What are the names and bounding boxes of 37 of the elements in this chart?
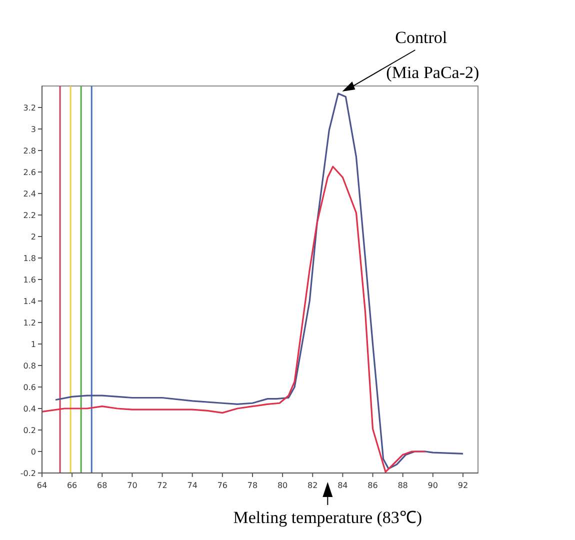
y-tick-label: 1.4 bbox=[23, 297, 36, 306]
line-series bbox=[41, 166, 426, 473]
x-tick-label: 82 bbox=[308, 481, 318, 490]
y-tick-label: 1.8 bbox=[23, 254, 36, 263]
annotation: Melting temperature (83℃) bbox=[233, 508, 422, 527]
line-series bbox=[54, 92, 464, 470]
y-tick-label: 3.2 bbox=[23, 104, 36, 112]
x-tick-label: 72 bbox=[157, 481, 168, 490]
y-tick-label: 1.2 bbox=[23, 318, 36, 328]
y-tick-label: 2.8 bbox=[23, 146, 36, 156]
x-tick-label: 78 bbox=[247, 481, 258, 490]
y-tick-label: 1.6 bbox=[23, 276, 36, 284]
y-tick-label: 1 bbox=[30, 340, 36, 349]
y-tick-label: 2 bbox=[30, 232, 36, 242]
x-tick-label: 66 bbox=[66, 481, 78, 490]
y-tick-label: 0.4 bbox=[23, 404, 36, 414]
y-tick-label: 2.4 bbox=[23, 190, 36, 198]
y-tick-label: 0.8 bbox=[23, 362, 36, 370]
y-tick-label: 2.6 bbox=[23, 168, 36, 177]
x-tick-label: 68 bbox=[97, 481, 108, 490]
y-tick-label: 0 bbox=[30, 448, 36, 456]
x-tick-label: 90 bbox=[428, 481, 438, 490]
x-tick-label: 64 bbox=[36, 481, 48, 490]
y-tick-label: 2.2 bbox=[23, 211, 36, 220]
x-tick-label: 88 bbox=[398, 481, 408, 490]
y-tick-label: -0.2 bbox=[20, 469, 36, 478]
x-tick-label: 74 bbox=[187, 481, 198, 490]
x-tick-label: 76 bbox=[217, 481, 228, 490]
x-tick-label: 84 bbox=[338, 481, 348, 490]
annotation: Control (Mia PaCa-2) bbox=[386, 28, 480, 82]
x-tick-label: 80 bbox=[277, 481, 288, 490]
x-tick-label: 92 bbox=[458, 481, 468, 490]
y-tick-label: 3 bbox=[30, 125, 36, 134]
y-tick-label: 0.6 bbox=[23, 383, 36, 392]
x-tick-label: 86 bbox=[368, 481, 378, 490]
x-tick-label: 70 bbox=[127, 481, 138, 490]
y-tick-label: 0.2 bbox=[23, 426, 36, 435]
